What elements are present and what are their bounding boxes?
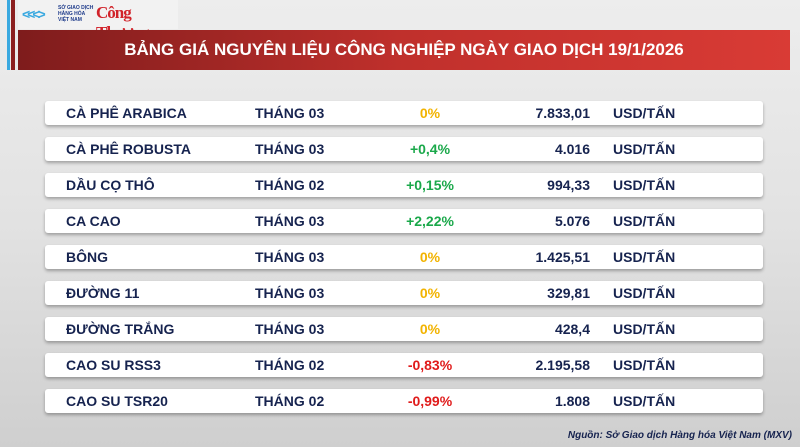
contract-month: THÁNG 02 <box>255 393 325 409</box>
commodity-name: CAO SU RSS3 <box>66 357 161 373</box>
contract-month: THÁNG 03 <box>255 105 325 121</box>
price-unit: USD/TẤN <box>613 321 676 337</box>
commodity-name: DẦU CỌ THÔ <box>66 177 155 193</box>
mxv-logo-text: SỞ GIAO DỊCH HÀNG HÓA VIỆT NAM <box>58 5 94 23</box>
table-row: DẦU CỌ THÔ THÁNG 02 +0,15% 994,33 USD/TẤN <box>45 173 763 197</box>
table-row: CA CAO THÁNG 03 +2,22% 5.076 USD/TẤN <box>45 209 763 233</box>
logo-area: <<<> SỞ GIAO DỊCH HÀNG HÓA VIỆT NAM Công… <box>18 0 178 42</box>
contract-month: THÁNG 03 <box>255 213 325 229</box>
price-value: 1.425,51 <box>535 249 591 265</box>
page-title: BẢNG GIÁ NGUYÊN LIỆU CÔNG NGHIỆP NGÀY GI… <box>124 40 684 59</box>
commodity-name: ĐƯỜNG TRẮNG <box>66 321 175 337</box>
price-change: -0,83% <box>407 357 453 373</box>
table-row: CÀ PHÊ ARABICA THÁNG 03 0% 7.833,01 USD/TẤN <box>45 101 763 125</box>
price-change: -0,99% <box>407 393 453 409</box>
commodity-name: CÀ PHÊ ARABICA <box>66 105 187 121</box>
price-unit: USD/TẤN <box>613 357 676 373</box>
price-value: 5.076 <box>554 213 590 229</box>
table-row: CAO SU TSR20 THÁNG 02 -0,99% 1.808 USD/TẤN <box>45 389 763 413</box>
price-unit: USD/TẤN <box>613 177 676 193</box>
price-unit: USD/TẤN <box>613 141 676 157</box>
contract-month: THÁNG 02 <box>255 357 325 373</box>
commodity-name: CAO SU TSR20 <box>66 393 168 409</box>
price-change: 0% <box>419 105 441 121</box>
price-value: 1.808 <box>554 393 590 409</box>
price-change: 0% <box>419 249 441 265</box>
accent-bar <box>11 0 15 70</box>
table-row: CAO SU RSS3 THÁNG 02 -0,83% 2.195,58 USD/TẤN <box>45 353 763 377</box>
contract-month: THÁNG 03 <box>255 141 325 157</box>
contract-month: THÁNG 03 <box>255 285 325 301</box>
accent-bar <box>7 0 10 70</box>
price-value: 4.016 <box>554 141 590 157</box>
price-value: 428,4 <box>554 321 590 337</box>
price-unit: USD/TẤN <box>613 213 676 229</box>
table-row: BÔNG THÁNG 03 0% 1.425,51 USD/TẤN <box>45 245 763 269</box>
price-change: 0% <box>419 285 441 301</box>
title-band: BẢNG GIÁ NGUYÊN LIỆU CÔNG NGHIỆP NGÀY GI… <box>18 30 790 70</box>
price-change: 0% <box>419 321 441 337</box>
price-value: 7.833,01 <box>535 105 591 121</box>
price-change: +0,4% <box>409 141 451 157</box>
table-row: ĐƯỜNG TRẮNG THÁNG 03 0% 428,4 USD/TẤN <box>45 317 763 341</box>
price-unit: USD/TẤN <box>613 249 676 265</box>
price-change: +2,22% <box>406 213 454 229</box>
table-row: ĐƯỜNG 11 THÁNG 03 0% 329,81 USD/TẤN <box>45 281 763 305</box>
price-value: 329,81 <box>547 285 590 301</box>
contract-month: THÁNG 03 <box>255 249 325 265</box>
contract-month: THÁNG 03 <box>255 321 325 337</box>
price-unit: USD/TẤN <box>613 285 676 301</box>
price-value: 2.195,58 <box>535 357 591 373</box>
price-value: 994,33 <box>547 177 590 193</box>
price-unit: USD/TẤN <box>613 105 676 121</box>
price-unit: USD/TẤN <box>613 393 676 409</box>
commodity-name: BÔNG <box>66 249 108 265</box>
commodity-name: ĐƯỜNG 11 <box>66 285 140 301</box>
mxv-logo-icon: <<<> <box>22 6 46 22</box>
price-change: +0,15% <box>406 177 454 193</box>
commodity-name: CÀ PHÊ ROBUSTA <box>66 141 191 157</box>
commodity-name: CA CAO <box>66 213 121 229</box>
table-row: CÀ PHÊ ROBUSTA THÁNG 03 +0,4% 4.016 USD/TẤN <box>45 137 763 161</box>
source-note: Nguồn: Sở Giao dịch Hàng hóa Việt Nam (M… <box>567 430 792 441</box>
contract-month: THÁNG 02 <box>255 177 325 193</box>
